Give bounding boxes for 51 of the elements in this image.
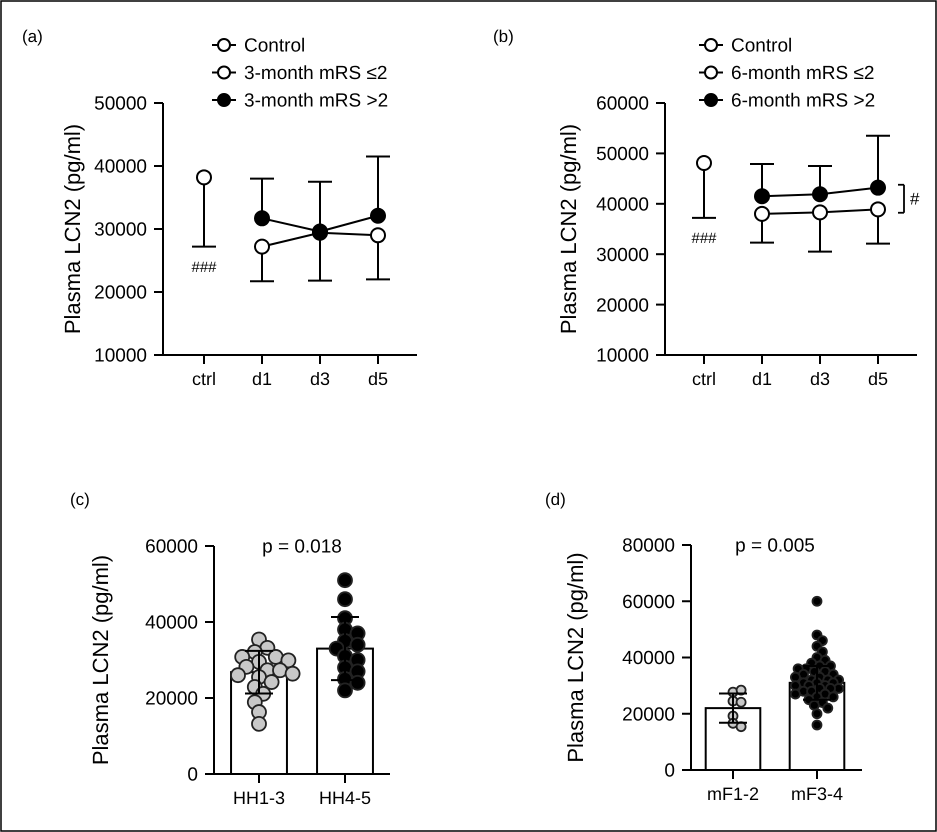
- y-tick-label: 50000: [596, 144, 649, 166]
- x-tick-label: d5: [368, 369, 388, 389]
- x-tick-label: ctrl: [692, 369, 716, 389]
- y-tick-label: 20000: [622, 704, 675, 726]
- x-tick-label: ctrl: [192, 369, 216, 389]
- y-tick-label: 50000: [94, 94, 147, 115]
- y-axis-title: Plasma LCN2 (pg/ml): [556, 124, 581, 334]
- x-tick-label: HH1-3: [232, 788, 286, 808]
- legend-label: Control: [244, 36, 306, 57]
- chart-title: (d): [545, 490, 566, 509]
- y-tick-label: 40000: [622, 648, 675, 670]
- legend-label: 6-month mRS >2: [731, 90, 876, 112]
- y-axis-title: Plasma LCN2 (pg/ml): [60, 124, 85, 334]
- annotation: ###: [691, 230, 718, 248]
- chart-title: (c): [70, 490, 90, 509]
- chart-title: (a): [22, 27, 43, 46]
- x-tick-label: d3: [310, 369, 330, 389]
- y-tick-label: 20000: [596, 295, 649, 316]
- x-tick-label: d3: [810, 369, 830, 389]
- x-tick-label: HH4-5: [318, 788, 372, 808]
- y-tick-label: 40000: [94, 156, 147, 178]
- legend-label: 3-month mRS >2: [244, 90, 388, 112]
- annotation: p = 0.018: [262, 536, 342, 558]
- x-tick-label: d1: [252, 369, 272, 389]
- legend-label: 6-month mRS ≤2: [731, 63, 874, 84]
- x-tick-label: d5: [868, 369, 888, 389]
- text: (b): [493, 27, 514, 46]
- annotation: p = 0.005: [735, 536, 815, 557]
- y-tick-label: 20000: [94, 282, 147, 304]
- y-tick-label: 60000: [622, 592, 675, 613]
- y-tick-label: 30000: [94, 220, 147, 241]
- legend-label: 3-month mRS ≤2: [244, 63, 388, 84]
- y-tick-label: 10000: [596, 346, 649, 367]
- x-tick-label: d1: [752, 369, 772, 389]
- y-tick-label: 60000: [596, 94, 649, 115]
- legend-label: Control: [731, 36, 792, 57]
- y-axis-title: Plasma LCN2 (pg/ml): [563, 552, 588, 763]
- y-tick-label: 40000: [145, 612, 198, 634]
- x-tick-label: mF3-4: [790, 784, 844, 804]
- y-tick-label: 80000: [622, 536, 675, 557]
- y-tick-label: 10000: [94, 346, 147, 367]
- y-tick-label: 60000: [145, 536, 198, 558]
- annotation: #: [910, 190, 920, 209]
- y-tick-label: 30000: [596, 244, 649, 266]
- y-tick-label: 20000: [145, 688, 198, 710]
- annotation: ###: [191, 258, 218, 276]
- y-axis-title: Plasma LCN2 (pg/ml): [88, 554, 113, 766]
- x-tick-label: mF1-2: [706, 784, 760, 804]
- y-tick-label: 0: [187, 764, 198, 786]
- y-tick-label: 0: [664, 760, 675, 782]
- y-tick-label: 40000: [596, 194, 649, 216]
